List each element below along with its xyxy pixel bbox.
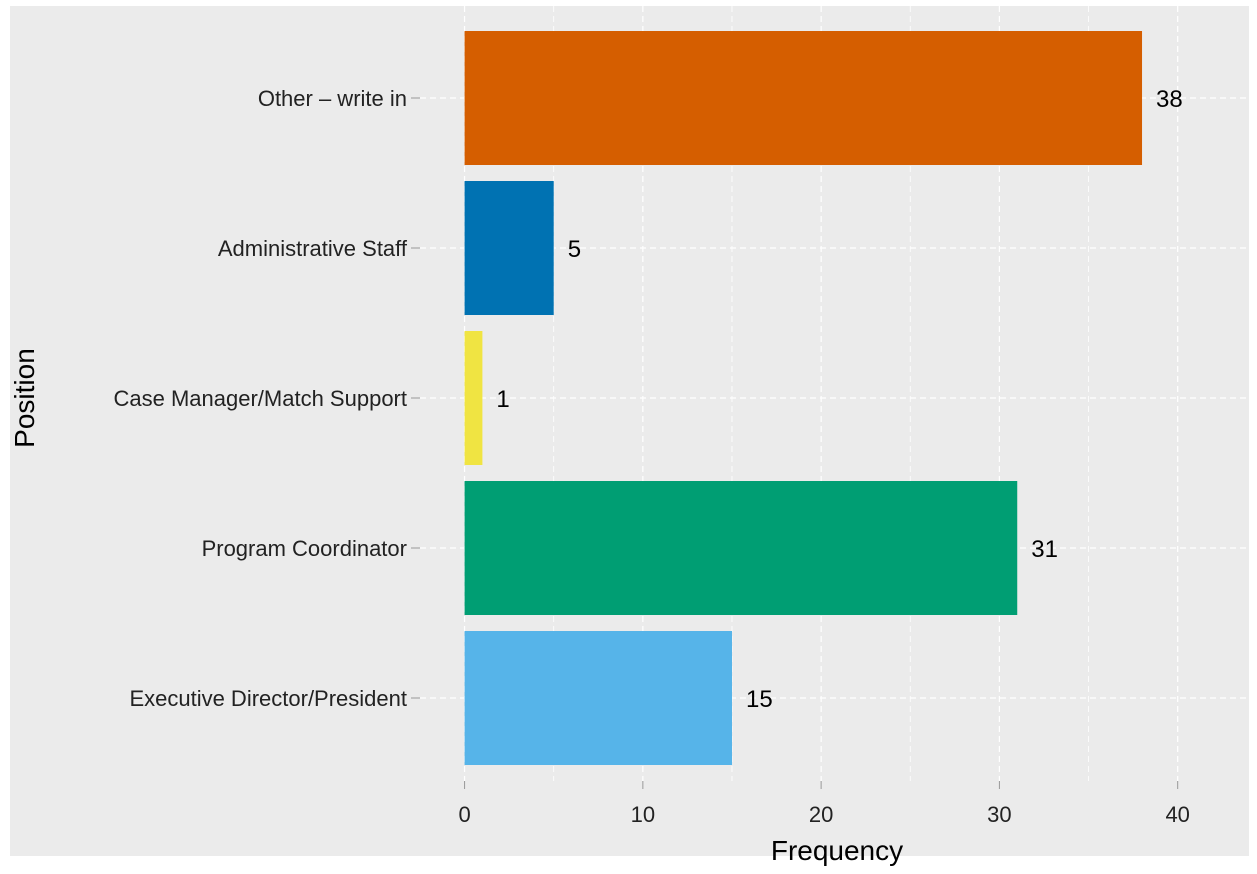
y-tick-label: Administrative Staff [218,236,408,261]
bar [464,331,483,465]
y-axis-title: Position [9,348,40,448]
y-tick-label: Other – write in [258,86,407,111]
bar [464,481,1018,615]
bar [464,31,1143,165]
data-label: 31 [1031,536,1058,563]
x-tick-label: 30 [987,802,1011,827]
x-tick-label: 10 [631,802,655,827]
data-label: 38 [1156,86,1183,113]
x-tick-label: 0 [458,802,470,827]
bar [464,181,554,315]
data-label: 15 [746,686,773,713]
x-tick-label: 40 [1165,802,1189,827]
data-label: 1 [496,386,509,413]
data-labels: 38 5 1 31 15 [496,86,1182,713]
bar [464,631,732,765]
y-axis: Other – write in Administrative Staff Case… [114,86,420,711]
data-label: 5 [568,236,581,263]
bars [464,31,1143,765]
y-tick-label: Case Manager/Match Support [114,386,408,411]
x-tick-label: 20 [809,802,833,827]
x-axis-title: Frequency [771,835,903,866]
x-axis: 0 10 20 30 40 [458,781,1190,827]
y-tick-label: Executive Director/President [129,686,407,711]
y-tick-label: Program Coordinator [202,536,407,561]
